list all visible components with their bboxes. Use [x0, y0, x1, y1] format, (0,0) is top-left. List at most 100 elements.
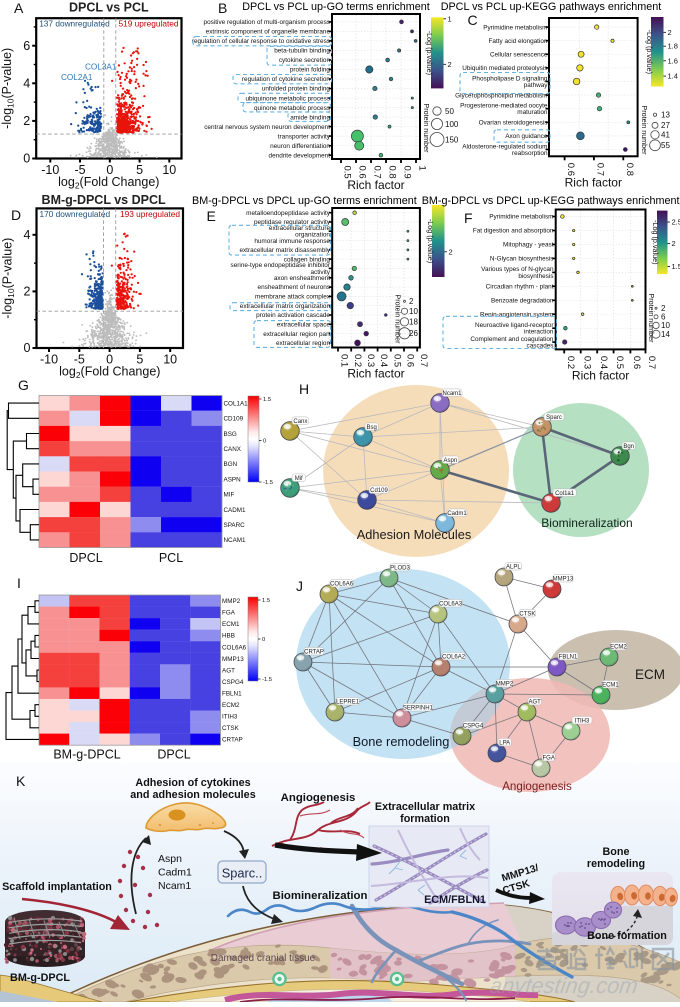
- svg-text:CRTAP: CRTAP: [222, 737, 243, 744]
- svg-text:0.5: 0.5: [391, 354, 402, 367]
- svg-text:10: 10: [163, 353, 177, 367]
- svg-text:BSG: BSG: [224, 431, 237, 438]
- svg-text:MMP2: MMP2: [222, 598, 241, 605]
- svg-text:CSPG4: CSPG4: [463, 723, 484, 729]
- svg-text:4: 4: [24, 228, 31, 242]
- svg-text:FBLN1: FBLN1: [559, 654, 578, 660]
- svg-text:extracellular region: extracellular region: [276, 340, 330, 347]
- svg-text:2: 2: [24, 285, 31, 299]
- svg-text:ECM2: ECM2: [222, 702, 240, 709]
- svg-text:Ovarian steroidogenesis: Ovarian steroidogenesis: [479, 120, 548, 127]
- svg-text:55: 55: [661, 141, 670, 150]
- svg-text:DPCL: DPCL: [69, 551, 102, 565]
- svg-text:ensheathment of neurons: ensheathment of neurons: [258, 284, 330, 291]
- svg-text:A: A: [14, 0, 24, 16]
- svg-text:DPCL vs PCL: DPCL vs PCL: [69, 1, 149, 15]
- svg-text:N-Glycan biosynthesis: N-Glycan biosynthesis: [490, 256, 554, 263]
- svg-text:0.1: 0.1: [339, 354, 350, 367]
- svg-text:-1.5: -1.5: [262, 677, 272, 683]
- svg-text:transporter activity: transporter activity: [278, 133, 331, 140]
- svg-text:remodeling: remodeling: [587, 858, 645, 870]
- svg-text:2: 2: [672, 239, 676, 248]
- svg-text:BM-g-DPCL vs DPCL up-KEGG pat: BM-g-DPCL vs DPCL up-KEGG pathways enric…: [422, 195, 680, 207]
- svg-text:-log10(P-value): -log10(P-value): [1, 238, 17, 319]
- svg-text:protein folding: protein folding: [290, 67, 331, 74]
- svg-text:COL6A2: COL6A2: [442, 654, 466, 660]
- svg-text:AGT: AGT: [529, 699, 542, 705]
- svg-text:2: 2: [448, 60, 452, 69]
- svg-text:Benzoate degradation: Benzoate degradation: [491, 298, 554, 305]
- svg-text:PCL: PCL: [159, 551, 183, 565]
- svg-text:-10: -10: [40, 353, 58, 367]
- svg-text:0.2: 0.2: [565, 356, 576, 369]
- svg-text:Rich factor: Rich factor: [572, 368, 629, 382]
- svg-text:150: 150: [445, 135, 459, 144]
- svg-text:1.5: 1.5: [262, 598, 270, 604]
- svg-text:HBB: HBB: [222, 633, 235, 640]
- svg-text:ECM1: ECM1: [602, 682, 619, 688]
- svg-text:extracellular matrix disassemb: extracellular matrix disassembly: [239, 247, 330, 254]
- svg-text:-Log (p.value): -Log (p.value): [425, 31, 434, 75]
- svg-text:extracellular space: extracellular space: [277, 321, 331, 328]
- svg-text:unfolded protein binding: unfolded protein binding: [262, 86, 331, 93]
- svg-text:LPA: LPA: [499, 740, 510, 746]
- svg-text:Bsg: Bsg: [367, 425, 377, 431]
- svg-text:Cadm1: Cadm1: [447, 511, 467, 517]
- svg-text:Protein number: Protein number: [422, 103, 431, 153]
- svg-text:Angiogenesis: Angiogenesis: [281, 792, 356, 804]
- svg-text:193 upregulated: 193 upregulated: [120, 209, 180, 219]
- svg-text:MIF: MIF: [224, 492, 235, 499]
- svg-text:G: G: [18, 377, 29, 393]
- svg-text:10: 10: [661, 321, 670, 330]
- svg-text:Sparc: Sparc: [546, 415, 562, 421]
- svg-text:and adhesion molecules: and adhesion molecules: [130, 789, 255, 801]
- svg-text:Renin-angiotensin system: Renin-angiotensin system: [480, 311, 554, 318]
- svg-text:Fatty acid elongation: Fatty acid elongation: [489, 38, 548, 45]
- svg-text:0: 0: [24, 341, 31, 355]
- svg-text:Bgn: Bgn: [623, 444, 634, 450]
- svg-text:ASPN: ASPN: [224, 476, 242, 483]
- svg-text:26: 26: [409, 329, 418, 338]
- svg-text:Cadm1: Cadm1: [158, 867, 192, 879]
- svg-text:Pyrimidine metabolism: Pyrimidine metabolism: [483, 24, 547, 31]
- svg-text:0.6: 0.6: [565, 163, 576, 176]
- svg-text:Pyrimidine metabolism: Pyrimidine metabolism: [489, 214, 553, 221]
- svg-text:CTSK: CTSK: [222, 725, 240, 732]
- svg-text:F: F: [464, 210, 473, 226]
- svg-text:0.4: 0.4: [598, 356, 609, 369]
- svg-text:Ncam1: Ncam1: [158, 880, 191, 892]
- svg-text:-Log (p.value): -Log (p.value): [645, 30, 654, 74]
- svg-text:ECM/FBLN1: ECM/FBLN1: [424, 894, 486, 906]
- svg-text:ITIH3: ITIH3: [222, 714, 238, 721]
- svg-text:1.4: 1.4: [668, 72, 678, 81]
- svg-text:AGT: AGT: [222, 667, 235, 674]
- svg-text:CSPG4: CSPG4: [222, 679, 244, 686]
- svg-text:Protein number: Protein number: [640, 105, 649, 155]
- svg-text:axon ensheathment: axon ensheathment: [274, 275, 330, 282]
- svg-text:CRTAP: CRTAP: [304, 649, 324, 655]
- svg-text:NCAM1: NCAM1: [224, 537, 247, 544]
- svg-text:D: D: [11, 207, 21, 223]
- svg-text:0.7: 0.7: [646, 356, 657, 369]
- svg-text:-Log (p.value): -Log (p.value): [426, 219, 435, 263]
- svg-text:regulation of cytokine secreti: regulation of cytokine secretion: [242, 76, 331, 83]
- svg-text:519 upregulated: 519 upregulated: [119, 19, 179, 29]
- svg-text:FGA: FGA: [222, 610, 236, 617]
- svg-text:COL2A1: COL2A1: [61, 73, 93, 82]
- svg-text:2: 2: [23, 114, 30, 128]
- svg-text:MMP2: MMP2: [496, 681, 514, 687]
- svg-text:2.5: 2.5: [672, 218, 680, 227]
- svg-text:Col1a1: Col1a1: [555, 491, 575, 497]
- svg-text:Sparc..: Sparc..: [222, 866, 263, 881]
- svg-text:Scaffold implantation: Scaffold implantation: [2, 881, 112, 893]
- svg-text:beta-tubulin binding: beta-tubulin binding: [274, 48, 330, 55]
- svg-text:metalloendopeptidase activity: metalloendopeptidase activity: [246, 210, 331, 217]
- svg-text:1.5: 1.5: [672, 262, 680, 271]
- svg-text:reabsorption: reabsorption: [512, 150, 548, 157]
- svg-text:0.5: 0.5: [614, 356, 625, 369]
- svg-text:H: H: [299, 381, 309, 397]
- svg-text:Circadian rhythm - plant: Circadian rhythm - plant: [486, 284, 554, 291]
- svg-text:4: 4: [23, 77, 30, 91]
- svg-text:humoral immune response: humoral immune response: [254, 238, 330, 245]
- svg-text:137 downregulated: 137 downregulated: [39, 19, 110, 29]
